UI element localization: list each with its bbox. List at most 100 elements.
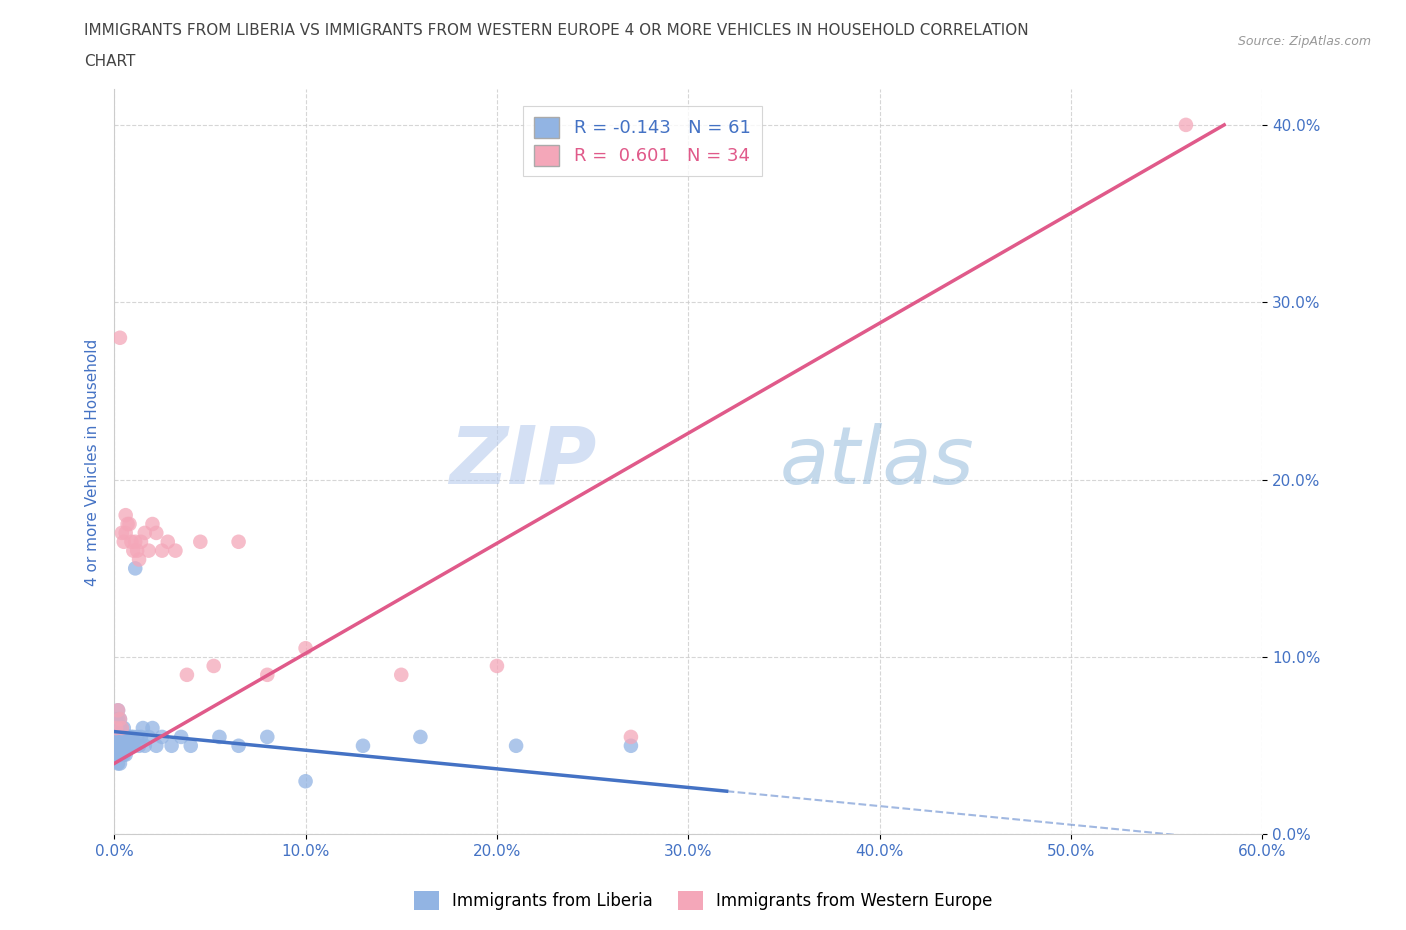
Point	[118, 729, 141, 744]
Point	[124, 535, 146, 550]
Point	[107, 738, 129, 753]
Point	[294, 641, 316, 656]
Point	[170, 729, 193, 744]
Point	[114, 729, 136, 744]
Point	[505, 738, 527, 753]
Point	[141, 516, 163, 531]
Point	[108, 711, 131, 726]
Point	[117, 729, 139, 744]
Point	[105, 747, 128, 762]
Point	[105, 729, 128, 744]
Point	[1174, 117, 1197, 132]
Point	[103, 721, 125, 736]
Point	[108, 738, 131, 753]
Point	[111, 525, 134, 540]
Point	[132, 721, 155, 736]
Point	[118, 516, 141, 531]
Point	[112, 729, 135, 744]
Point	[114, 508, 136, 523]
Point	[128, 738, 150, 753]
Point	[122, 738, 145, 753]
Point	[103, 738, 125, 753]
Point	[165, 543, 187, 558]
Text: IMMIGRANTS FROM LIBERIA VS IMMIGRANTS FROM WESTERN EUROPE 4 OR MORE VEHICLES IN : IMMIGRANTS FROM LIBERIA VS IMMIGRANTS FR…	[84, 23, 1029, 38]
Point	[120, 729, 142, 744]
Legend: R = -0.143   N = 61, R =  0.601   N = 34: R = -0.143 N = 61, R = 0.601 N = 34	[523, 106, 762, 177]
Legend: Immigrants from Liberia, Immigrants from Western Europe: Immigrants from Liberia, Immigrants from…	[406, 884, 1000, 917]
Point	[117, 738, 139, 753]
Point	[117, 516, 139, 531]
Point	[188, 535, 211, 550]
Point	[108, 747, 131, 762]
Point	[111, 721, 134, 736]
Point	[122, 729, 145, 744]
Point	[112, 747, 135, 762]
Point	[107, 747, 129, 762]
Point	[127, 543, 149, 558]
Point	[145, 738, 167, 753]
Point	[108, 729, 131, 744]
Point	[620, 738, 643, 753]
Point	[485, 658, 508, 673]
Point	[122, 543, 145, 558]
Point	[228, 535, 250, 550]
Point	[145, 525, 167, 540]
Text: ZIP: ZIP	[449, 423, 596, 501]
Point	[108, 330, 131, 345]
Point	[120, 738, 142, 753]
Point	[256, 668, 278, 683]
Point	[105, 738, 128, 753]
Point	[160, 738, 183, 753]
Point	[202, 658, 225, 673]
Point	[208, 729, 231, 744]
Point	[129, 729, 152, 744]
Point	[114, 738, 136, 753]
Point	[120, 535, 142, 550]
Point	[112, 738, 135, 753]
Point	[107, 756, 129, 771]
Point	[103, 729, 125, 744]
Point	[129, 535, 152, 550]
Point	[134, 525, 156, 540]
Point	[352, 738, 374, 753]
Point	[105, 721, 128, 736]
Point	[112, 535, 135, 550]
Point	[107, 721, 129, 736]
Point	[127, 729, 149, 744]
Point	[107, 729, 129, 744]
Point	[108, 721, 131, 736]
Point	[107, 711, 129, 726]
Point	[105, 721, 128, 736]
Point	[124, 561, 146, 576]
Y-axis label: 4 or more Vehicles in Household: 4 or more Vehicles in Household	[86, 339, 100, 586]
Point	[294, 774, 316, 789]
Text: Source: ZipAtlas.com: Source: ZipAtlas.com	[1237, 35, 1371, 48]
Point	[111, 721, 134, 736]
Point	[111, 738, 134, 753]
Point	[105, 711, 128, 726]
Point	[107, 703, 129, 718]
Point	[176, 668, 198, 683]
Point	[112, 721, 135, 736]
Point	[108, 711, 131, 726]
Point	[134, 738, 156, 753]
Point	[228, 738, 250, 753]
Point	[108, 756, 131, 771]
Point	[256, 729, 278, 744]
Point	[111, 729, 134, 744]
Point	[409, 729, 432, 744]
Point	[141, 721, 163, 736]
Text: atlas: atlas	[780, 423, 974, 501]
Point	[150, 543, 173, 558]
Text: CHART: CHART	[84, 54, 136, 69]
Point	[156, 535, 179, 550]
Point	[138, 729, 160, 744]
Point	[150, 729, 173, 744]
Point	[180, 738, 202, 753]
Point	[107, 703, 129, 718]
Point	[620, 729, 643, 744]
Point	[118, 738, 141, 753]
Point	[128, 552, 150, 567]
Point	[114, 525, 136, 540]
Point	[114, 747, 136, 762]
